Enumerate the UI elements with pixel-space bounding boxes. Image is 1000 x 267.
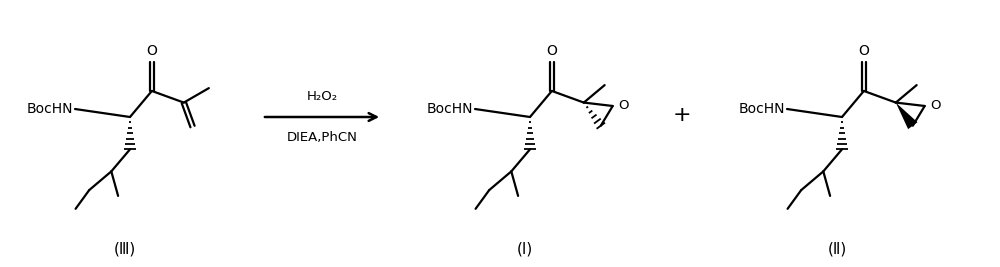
Text: O: O <box>546 44 557 58</box>
Polygon shape <box>896 103 917 129</box>
Text: DIEA,PhCN: DIEA,PhCN <box>287 131 357 144</box>
Text: BocHN: BocHN <box>26 102 73 116</box>
Text: (Ⅰ): (Ⅰ) <box>517 242 533 257</box>
Text: (Ⅲ): (Ⅲ) <box>114 242 136 257</box>
Text: O: O <box>619 100 629 112</box>
Text: O: O <box>858 44 869 58</box>
Text: (Ⅱ): (Ⅱ) <box>827 242 847 257</box>
Text: H₂O₂: H₂O₂ <box>306 90 338 103</box>
Text: O: O <box>146 44 157 58</box>
Text: +: + <box>673 105 691 125</box>
Text: BocHN: BocHN <box>738 102 785 116</box>
Text: O: O <box>931 100 941 112</box>
Text: BocHN: BocHN <box>427 102 473 116</box>
